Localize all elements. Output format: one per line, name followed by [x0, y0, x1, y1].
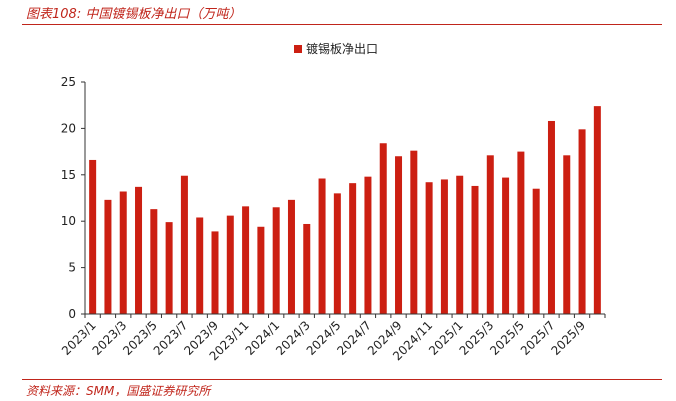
bar-2024-4: [318, 178, 326, 314]
bar-2025-2: [471, 185, 479, 314]
bar-2025-5: [517, 151, 525, 314]
figure-title: 图表108: 中国镀锡板净出口（万吨）: [26, 7, 242, 22]
bar-2024-2: [287, 199, 295, 314]
title-rule: [22, 24, 662, 25]
y-tick-label: 0: [68, 307, 76, 321]
bar-2024-11: [425, 182, 433, 314]
bar-2023-10: [226, 215, 234, 314]
bar-2024-6: [349, 183, 357, 314]
bar-2025-7: [547, 120, 555, 314]
y-tick-label: 10: [61, 214, 76, 228]
bar-2025-8: [563, 155, 571, 314]
bar-2023-4: [135, 186, 143, 314]
bar-2023-5: [150, 209, 158, 314]
bar-2023-11: [242, 206, 250, 314]
bar-2023-6: [165, 222, 173, 314]
bar-2024-3: [303, 223, 311, 314]
legend: 镀锡板净出口: [294, 41, 378, 56]
bar-2023-9: [211, 231, 219, 314]
bar-2024-8: [379, 143, 387, 314]
legend-swatch: [294, 45, 302, 53]
y-tick-label: 15: [61, 168, 76, 182]
bars: [89, 106, 601, 314]
bar-2025-3: [486, 155, 494, 314]
bar-2023-3: [119, 191, 127, 314]
y-tick-label: 20: [61, 121, 76, 135]
x-axis: 2023/12023/32023/52023/72023/92023/11202…: [59, 313, 606, 363]
source-note: 资料来源：SMM，国盛证券研究所: [26, 384, 211, 398]
bar-2023-8: [196, 217, 204, 314]
bar-2024-9: [395, 156, 403, 314]
bar-2023-1: [89, 159, 97, 314]
bar-2025-6: [532, 188, 540, 314]
bar-2025-9: [578, 129, 586, 314]
bar-2025-4: [502, 177, 510, 314]
bar-2023-12: [257, 226, 265, 314]
bar-2024-5: [333, 193, 341, 314]
bar-2025-10: [593, 106, 601, 314]
source-rule: [22, 379, 662, 380]
bar-2024-12: [440, 179, 448, 314]
y-tick-label: 25: [61, 75, 76, 89]
bar-2023-7: [180, 175, 188, 314]
legend-label: 镀锡板净出口: [306, 41, 378, 56]
bar-2024-10: [410, 150, 418, 314]
bar-2024-7: [364, 176, 372, 314]
y-axis: 0 5 10 15 20 25: [61, 75, 86, 321]
y-tick-label: 5: [68, 261, 76, 275]
bar-2025-1: [456, 175, 464, 314]
x-tick-label: 2025/9: [548, 318, 588, 358]
bar-2023-2: [104, 199, 112, 314]
bar-2024-1: [272, 207, 280, 314]
